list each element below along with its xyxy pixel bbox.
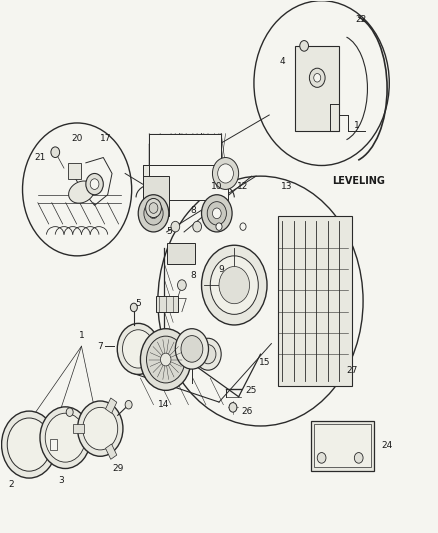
Text: 26: 26 bbox=[241, 407, 253, 416]
Circle shape bbox=[78, 401, 123, 456]
Circle shape bbox=[300, 41, 308, 51]
Circle shape bbox=[158, 176, 363, 426]
Text: 15: 15 bbox=[259, 358, 271, 367]
Circle shape bbox=[171, 221, 180, 232]
Circle shape bbox=[218, 164, 233, 183]
Bar bbox=[106, 398, 117, 413]
Bar bbox=[311, 421, 374, 471]
Text: 10: 10 bbox=[211, 182, 223, 191]
Circle shape bbox=[141, 329, 191, 390]
Text: 27: 27 bbox=[346, 366, 358, 375]
Text: LEVELING: LEVELING bbox=[332, 176, 385, 187]
Circle shape bbox=[212, 208, 221, 219]
Circle shape bbox=[181, 336, 203, 362]
Polygon shape bbox=[68, 163, 81, 179]
Circle shape bbox=[123, 330, 154, 368]
Circle shape bbox=[2, 411, 57, 478]
Text: 3: 3 bbox=[58, 476, 64, 484]
Circle shape bbox=[51, 147, 60, 158]
Circle shape bbox=[219, 266, 250, 304]
Circle shape bbox=[314, 74, 321, 82]
Text: 12: 12 bbox=[237, 182, 249, 191]
Circle shape bbox=[210, 256, 258, 314]
Circle shape bbox=[160, 353, 171, 366]
Text: 14: 14 bbox=[158, 400, 169, 409]
Circle shape bbox=[86, 173, 103, 195]
Bar bbox=[314, 424, 371, 467]
Circle shape bbox=[131, 303, 138, 312]
Text: 1: 1 bbox=[78, 331, 85, 340]
Text: 8: 8 bbox=[190, 271, 196, 280]
Text: 5: 5 bbox=[135, 299, 141, 308]
Text: 8: 8 bbox=[190, 206, 196, 215]
Circle shape bbox=[354, 453, 363, 463]
Circle shape bbox=[201, 195, 232, 232]
Circle shape bbox=[144, 201, 163, 225]
Circle shape bbox=[175, 329, 208, 369]
Text: 9: 9 bbox=[218, 265, 224, 273]
Circle shape bbox=[83, 407, 118, 450]
Circle shape bbox=[66, 408, 73, 416]
Bar bbox=[295, 46, 339, 131]
Ellipse shape bbox=[69, 181, 94, 203]
Text: 17: 17 bbox=[100, 134, 111, 143]
Circle shape bbox=[254, 1, 389, 165]
Circle shape bbox=[240, 223, 246, 230]
Circle shape bbox=[45, 413, 85, 462]
Text: 24: 24 bbox=[381, 441, 393, 450]
Polygon shape bbox=[143, 165, 149, 200]
Text: 21: 21 bbox=[34, 153, 46, 162]
Bar bbox=[155, 296, 177, 312]
Bar bbox=[106, 444, 117, 459]
Text: 25: 25 bbox=[245, 386, 257, 395]
Polygon shape bbox=[143, 176, 169, 216]
Circle shape bbox=[7, 418, 51, 471]
Text: 20: 20 bbox=[71, 134, 83, 143]
Circle shape bbox=[90, 179, 99, 189]
Text: 4: 4 bbox=[279, 58, 285, 66]
Text: 5: 5 bbox=[166, 228, 172, 237]
Circle shape bbox=[309, 68, 325, 87]
Circle shape bbox=[146, 198, 161, 217]
Circle shape bbox=[195, 338, 221, 370]
Circle shape bbox=[177, 280, 186, 290]
Circle shape bbox=[317, 453, 326, 463]
Bar bbox=[73, 424, 84, 433]
Text: 7: 7 bbox=[98, 342, 103, 351]
Circle shape bbox=[193, 221, 201, 232]
Circle shape bbox=[216, 223, 222, 230]
Text: 22: 22 bbox=[355, 15, 367, 24]
Bar bbox=[50, 439, 57, 450]
Circle shape bbox=[201, 245, 267, 325]
Polygon shape bbox=[143, 165, 228, 200]
Text: 13: 13 bbox=[281, 182, 293, 191]
Circle shape bbox=[40, 407, 91, 469]
Circle shape bbox=[138, 195, 169, 232]
Circle shape bbox=[149, 203, 158, 213]
Circle shape bbox=[147, 336, 185, 383]
Text: 2: 2 bbox=[8, 480, 14, 489]
Circle shape bbox=[125, 400, 132, 409]
Circle shape bbox=[229, 402, 237, 412]
Circle shape bbox=[200, 345, 216, 364]
Circle shape bbox=[22, 123, 132, 256]
Text: 29: 29 bbox=[112, 464, 124, 473]
Polygon shape bbox=[149, 134, 221, 165]
Circle shape bbox=[149, 208, 158, 219]
Circle shape bbox=[117, 324, 159, 374]
Text: 1: 1 bbox=[353, 121, 360, 130]
Bar bbox=[278, 216, 352, 386]
Circle shape bbox=[212, 158, 239, 189]
Bar bbox=[166, 243, 195, 264]
Circle shape bbox=[207, 201, 226, 225]
